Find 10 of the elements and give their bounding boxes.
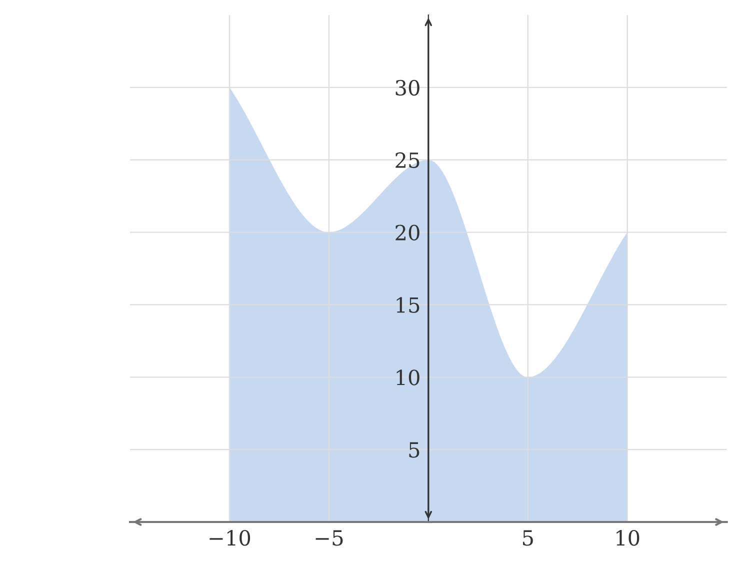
y-tick-label: 5 — [409, 442, 420, 458]
x-tick-label: −10 — [210, 530, 250, 546]
x-tick-label: −5 — [316, 530, 343, 546]
y-tick-label: 30 — [396, 80, 420, 96]
x-tick-label: 10 — [616, 530, 640, 546]
x-tick-label: 5 — [523, 530, 533, 546]
y-tick-label: 10 — [396, 370, 420, 386]
y-tick-label: 20 — [396, 224, 420, 240]
y-tick-label: 15 — [396, 297, 420, 313]
y-tick-label: 25 — [396, 152, 420, 168]
